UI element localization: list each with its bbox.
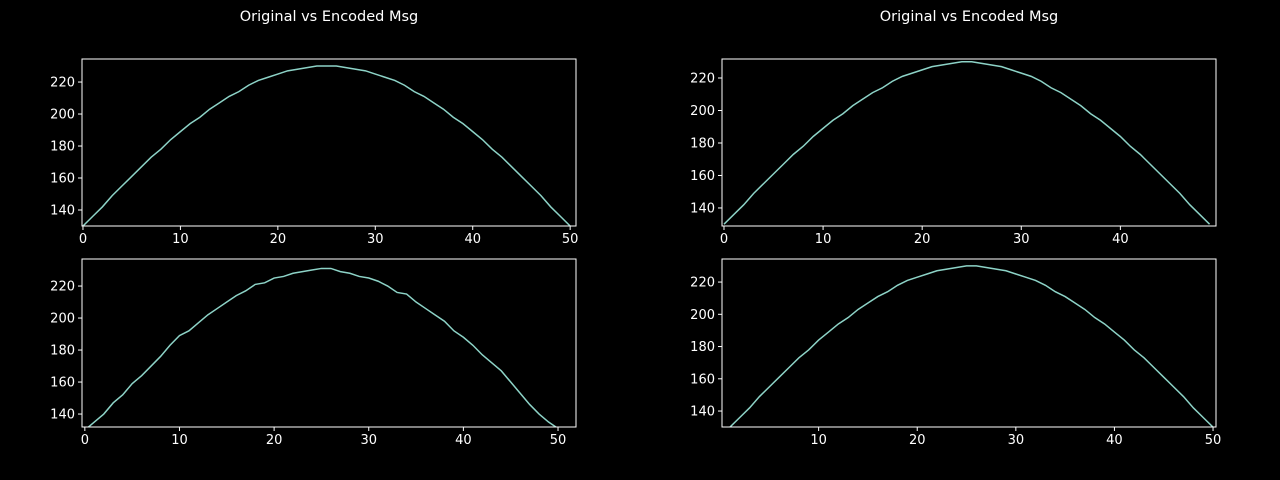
y-tick-label: 180 <box>50 344 75 359</box>
x-tick-label: 0 <box>81 433 89 448</box>
data-line <box>729 265 1214 427</box>
x-tick-label: 40 <box>1112 232 1129 247</box>
y-tick-label: 140 <box>690 405 715 420</box>
y-tick-label: 160 <box>50 376 75 391</box>
y-tick-label: 160 <box>690 169 715 184</box>
x-tick-label: 10 <box>172 232 189 247</box>
x-tick-label: 0 <box>720 232 728 247</box>
y-tick-label: 180 <box>50 140 75 155</box>
chart-title: Original vs Encoded Msg <box>880 9 1059 25</box>
x-tick-label: 30 <box>367 232 384 247</box>
x-tick-label: 20 <box>914 232 931 247</box>
y-tick-label: 140 <box>50 408 75 423</box>
x-tick-label: 10 <box>815 232 832 247</box>
x-tick-label: 50 <box>1205 433 1222 448</box>
y-tick-label: 180 <box>690 340 715 355</box>
y-tick-label: 140 <box>50 204 75 219</box>
y-tick-label: 140 <box>690 201 715 216</box>
data-line <box>82 65 571 226</box>
y-tick-label: 180 <box>690 136 715 151</box>
x-tick-label: 20 <box>266 433 283 448</box>
data-line <box>723 61 1211 225</box>
y-tick-label: 220 <box>690 72 715 87</box>
x-tick-label: 20 <box>909 433 926 448</box>
x-tick-label: 50 <box>562 232 579 247</box>
y-tick-label: 160 <box>690 372 715 387</box>
x-tick-label: 20 <box>270 232 287 247</box>
x-tick-label: 30 <box>1008 433 1025 448</box>
y-tick-label: 200 <box>690 104 715 119</box>
x-tick-label: 10 <box>171 433 188 448</box>
axes-frame <box>721 58 1217 227</box>
y-tick-label: 160 <box>50 172 75 187</box>
y-tick-label: 200 <box>690 308 715 323</box>
chart-title: Original vs Encoded Msg <box>240 9 419 25</box>
x-tick-label: 30 <box>1013 232 1030 247</box>
x-tick-label: 40 <box>1106 433 1123 448</box>
x-tick-label: 0 <box>79 232 87 247</box>
x-tick-label: 40 <box>464 232 481 247</box>
x-tick-label: 30 <box>360 433 377 448</box>
y-tick-label: 200 <box>50 108 75 123</box>
x-tick-label: 50 <box>550 433 567 448</box>
y-tick-label: 220 <box>690 276 715 291</box>
x-tick-label: 10 <box>810 433 827 448</box>
axes-frame <box>721 258 1217 428</box>
axes-frame <box>81 58 577 227</box>
data-line <box>87 267 558 427</box>
y-tick-label: 220 <box>50 280 75 295</box>
y-tick-label: 200 <box>50 312 75 327</box>
y-tick-label: 220 <box>50 76 75 91</box>
axes-frame <box>81 258 577 428</box>
x-tick-label: 40 <box>455 433 472 448</box>
